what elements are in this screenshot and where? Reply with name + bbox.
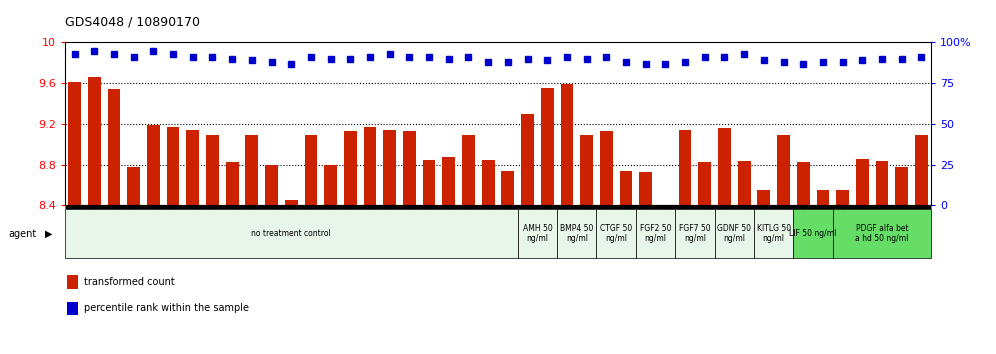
Bar [521,114,534,205]
Bar [635,209,675,258]
Bar [817,190,830,205]
Bar [758,190,770,205]
Text: GDS4048 / 10890170: GDS4048 / 10890170 [65,15,200,28]
Bar [403,131,415,205]
Bar [794,209,833,258]
Bar [206,135,219,205]
Bar [482,160,495,205]
Text: PDGF alfa bet
a hd 50 ng/ml: PDGF alfa bet a hd 50 ng/ml [856,224,908,243]
Bar [856,159,869,205]
Bar [620,171,632,205]
Bar [754,209,794,258]
Bar [557,209,597,258]
Text: ▶: ▶ [45,229,53,239]
Text: agent: agent [8,229,36,239]
Bar [108,89,121,205]
Bar [915,135,928,205]
Bar [166,127,179,205]
Bar [88,77,101,205]
Bar [797,161,810,205]
Bar [875,161,888,205]
Bar [501,171,514,205]
Bar [68,302,78,315]
Bar [678,130,691,205]
Bar [462,135,475,205]
Bar [127,167,140,205]
Bar [68,275,78,289]
Bar [65,209,518,258]
Text: BMP4 50
ng/ml: BMP4 50 ng/ml [560,224,594,243]
Text: percentile rank within the sample: percentile rank within the sample [84,303,249,313]
Bar [777,135,790,205]
Text: transformed count: transformed count [84,277,174,287]
Bar [541,88,554,205]
Bar [226,161,238,205]
Bar [422,160,435,205]
Text: FGF2 50
ng/ml: FGF2 50 ng/ml [639,224,671,243]
Text: CTGF 50
ng/ml: CTGF 50 ng/ml [600,224,632,243]
Bar [600,131,613,205]
Bar [833,209,931,258]
Bar [561,84,574,205]
Bar [245,135,258,205]
Bar [837,190,849,205]
Bar [698,161,711,205]
Bar [738,161,751,205]
Text: KITLG 50
ng/ml: KITLG 50 ng/ml [757,224,791,243]
Bar [186,130,199,205]
Text: FGF7 50
ng/ml: FGF7 50 ng/ml [679,224,711,243]
Bar [383,130,396,205]
Bar [147,125,159,205]
Bar [639,172,652,205]
Text: AMH 50
ng/ml: AMH 50 ng/ml [523,224,552,243]
Text: LIF 50 ng/ml: LIF 50 ng/ml [790,229,837,238]
Bar [364,127,376,205]
Bar [265,165,278,205]
Bar [715,209,754,258]
Bar [675,209,715,258]
Bar [597,209,635,258]
Bar [344,131,357,205]
Text: GDNF 50
ng/ml: GDNF 50 ng/ml [717,224,751,243]
Bar [718,128,731,205]
Bar [442,158,455,205]
Bar [895,167,908,205]
Bar [305,135,318,205]
Text: no treatment control: no treatment control [251,229,331,238]
Bar [518,209,557,258]
Bar [325,165,337,205]
Bar [581,135,593,205]
Bar [285,200,298,205]
Bar [68,82,81,205]
